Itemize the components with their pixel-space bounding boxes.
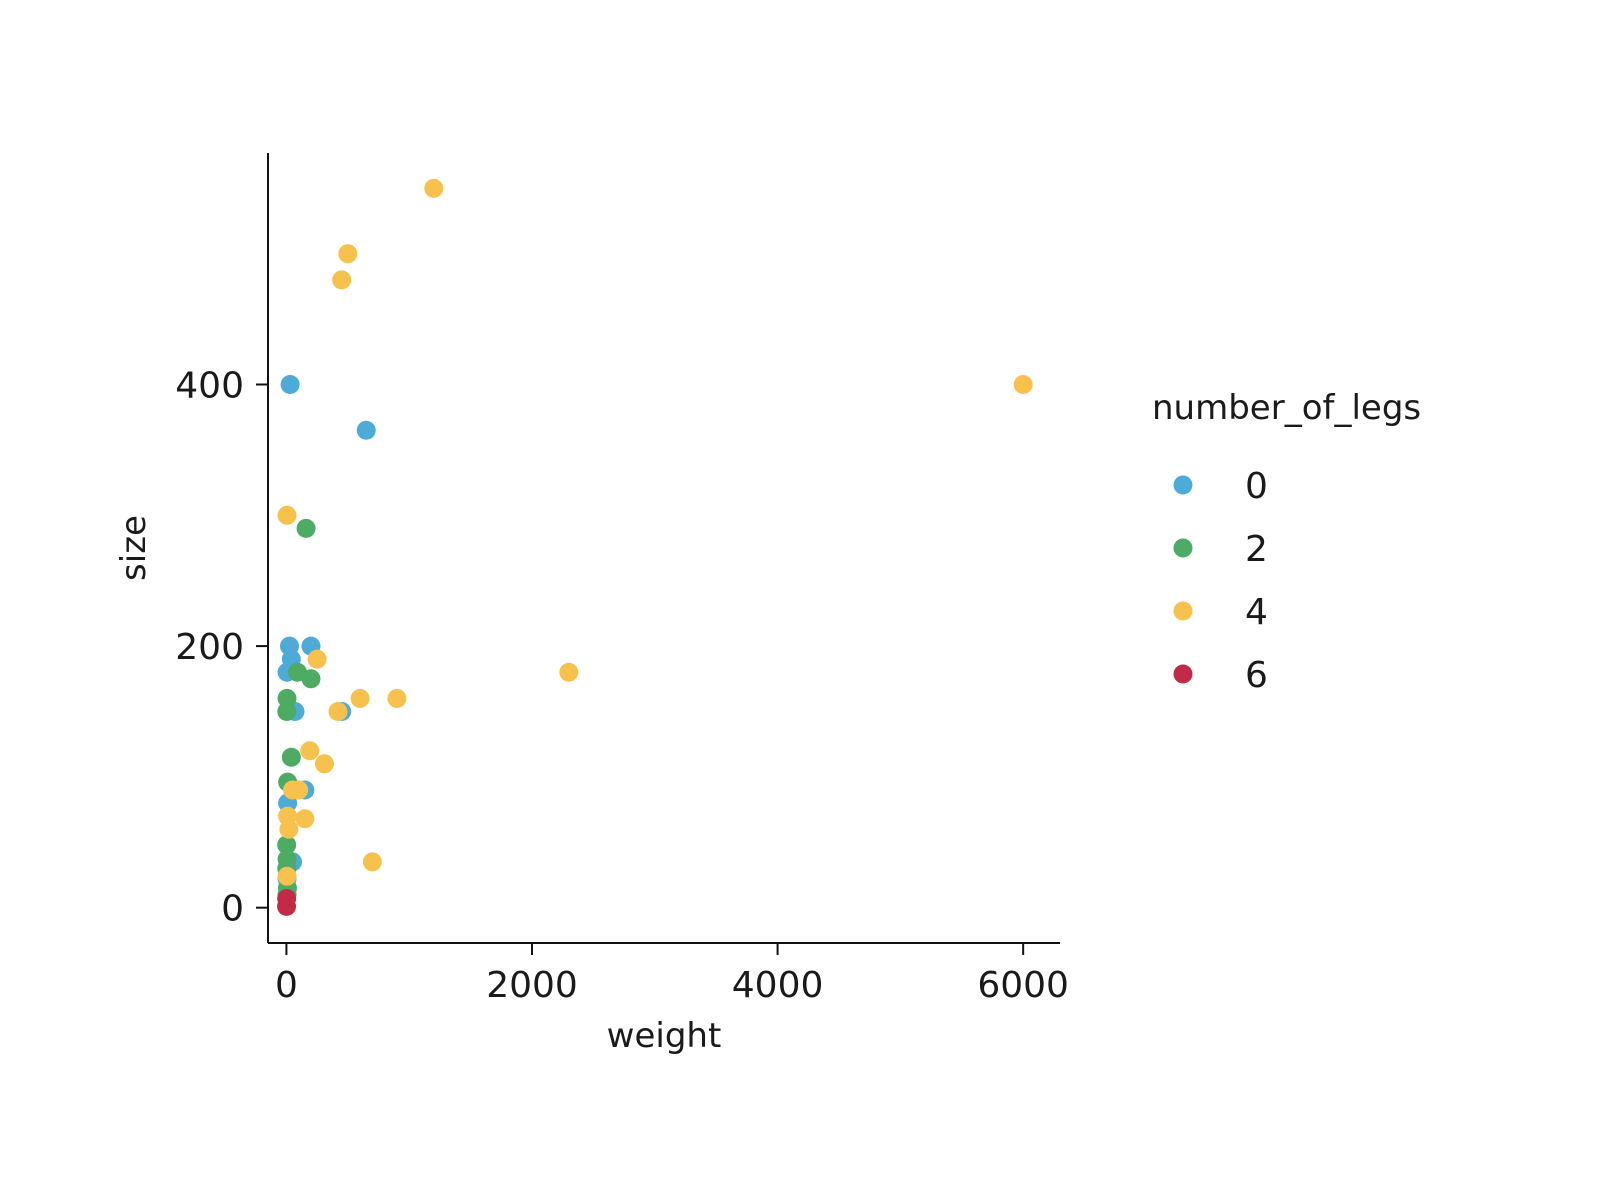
y-tick-label: 0 — [221, 889, 244, 930]
data-point-legs-4 — [387, 688, 407, 708]
data-point-legs-4 — [338, 244, 358, 264]
legend-label-2: 2 — [1245, 529, 1268, 570]
data-point-legs-4 — [314, 754, 334, 774]
data-point-legs-4 — [328, 701, 348, 721]
data-point-legs-4 — [362, 852, 382, 872]
data-point-legs-4 — [289, 780, 309, 800]
data-point-legs-4 — [277, 866, 297, 886]
data-point-legs-4 — [279, 819, 299, 839]
data-point-legs-6 — [277, 889, 297, 909]
data-point-legs-4 — [277, 505, 297, 525]
y-axis-ticks: 0 200 400 — [175, 366, 268, 930]
data-point-legs-2 — [296, 518, 316, 538]
legend-label-6: 6 — [1245, 655, 1268, 696]
legend-title: number_of_legs — [1152, 388, 1421, 428]
data-point-legs-0 — [280, 375, 300, 395]
x-tick-label: 2000 — [486, 965, 578, 1006]
data-point-legs-4 — [424, 178, 444, 198]
axes: 0 2000 4000 6000 0 200 400 weight size — [114, 153, 1069, 1056]
x-tick-label: 6000 — [977, 965, 1069, 1006]
legend-marker-2 — [1173, 538, 1193, 558]
data-points — [277, 178, 1033, 916]
legend-marker-4 — [1173, 601, 1193, 621]
legend-items: 0 2 4 6 — [1173, 466, 1268, 696]
y-axis-title: size — [114, 515, 154, 581]
data-point-legs-4 — [332, 270, 352, 290]
data-point-legs-4 — [350, 688, 370, 708]
legend-label-4: 4 — [1245, 592, 1268, 633]
data-point-legs-4 — [1013, 375, 1033, 395]
legend: number_of_legs 0 2 4 6 — [1152, 388, 1421, 696]
data-point-legs-2 — [281, 747, 301, 767]
y-tick-label: 200 — [175, 627, 244, 668]
data-point-legs-0 — [356, 420, 376, 440]
data-point-legs-4 — [295, 809, 315, 829]
data-point-legs-2 — [277, 701, 297, 721]
x-axis-ticks: 0 2000 4000 6000 — [275, 943, 1069, 1006]
data-point-legs-2 — [301, 669, 321, 689]
legend-marker-0 — [1173, 475, 1193, 495]
x-tick-label: 4000 — [732, 965, 824, 1006]
data-point-legs-4 — [300, 741, 320, 761]
x-axis-title: weight — [607, 1016, 722, 1056]
data-point-legs-4 — [559, 662, 579, 682]
legend-label-0: 0 — [1245, 466, 1268, 507]
x-tick-label: 0 — [275, 965, 298, 1006]
legend-marker-6 — [1173, 664, 1193, 684]
data-point-legs-4 — [307, 649, 327, 669]
data-point-legs-2 — [277, 835, 297, 855]
y-tick-label: 400 — [175, 366, 244, 407]
